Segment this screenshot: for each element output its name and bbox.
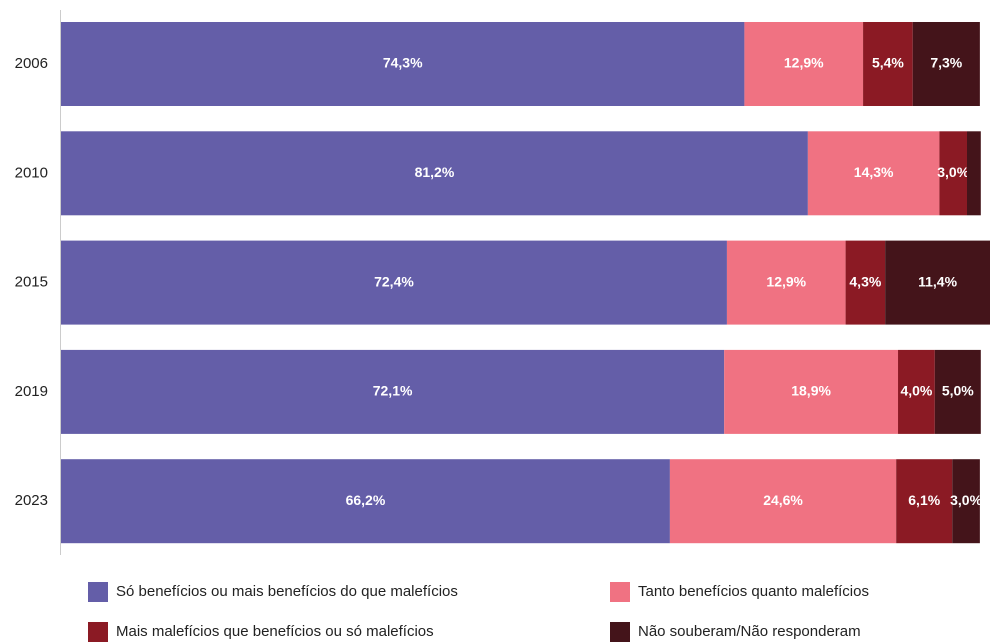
legend-label: Mais malefícios que benefícios ou só mal… xyxy=(116,623,434,640)
bar-segment xyxy=(845,240,886,325)
bar-segment xyxy=(898,349,935,434)
legend-swatch xyxy=(610,582,630,602)
value-label: 18,9% xyxy=(791,383,831,399)
value-label: 3,0% xyxy=(950,492,982,508)
y-tick-label: 2010 xyxy=(15,164,48,181)
value-label: 11,4% xyxy=(918,273,957,289)
legend-label: Tanto benefícios quanto malefícios xyxy=(638,583,869,600)
bar-segment xyxy=(863,22,913,106)
value-label: 6,1% xyxy=(908,492,940,508)
bar-segment xyxy=(934,349,981,434)
value-label: 12,9% xyxy=(766,273,806,289)
bar-segment xyxy=(61,22,745,106)
value-label: 81,2% xyxy=(415,164,455,180)
legend-swatch xyxy=(88,582,108,602)
bar-segment xyxy=(885,240,990,325)
bar-segment xyxy=(896,459,953,544)
bar-segment xyxy=(61,349,725,434)
y-tick-label: 2023 xyxy=(15,492,48,509)
value-label: 24,6% xyxy=(763,492,803,508)
legend-label: Não souberam/Não responderam xyxy=(638,623,861,640)
bar-segment xyxy=(807,131,940,216)
bar-segment xyxy=(61,240,727,325)
bar-segment xyxy=(669,459,897,544)
bar-segment xyxy=(61,459,670,544)
value-label: 4,3% xyxy=(849,273,881,289)
value-label: 5,4% xyxy=(872,55,904,71)
value-label: 72,1% xyxy=(373,383,413,399)
value-label: 5,0% xyxy=(942,383,974,399)
value-label: 66,2% xyxy=(346,492,386,508)
bar-segment xyxy=(967,131,981,216)
legend-swatch xyxy=(610,622,630,642)
value-label: 14,3% xyxy=(854,164,894,180)
bar-segment xyxy=(61,131,808,216)
value-label: 74,3% xyxy=(383,55,423,71)
bar-segment xyxy=(724,349,899,434)
bar-segment xyxy=(952,459,980,544)
value-label: 4,0% xyxy=(900,383,932,399)
legend-swatch xyxy=(88,622,108,642)
bar-segment xyxy=(744,22,864,106)
bar-segment xyxy=(912,22,980,106)
value-label: 7,3% xyxy=(930,55,962,71)
bar-segment xyxy=(726,240,846,325)
y-tick-label: 2015 xyxy=(15,274,48,291)
value-label: 3,0% xyxy=(937,164,969,180)
y-tick-label: 2019 xyxy=(15,383,48,400)
bar-segment xyxy=(939,131,968,216)
value-label: 12,9% xyxy=(784,55,824,71)
legend-label: Só benefícios ou mais benefícios do que … xyxy=(116,583,458,600)
value-label: 72,4% xyxy=(374,273,414,289)
y-tick-label: 2006 xyxy=(15,55,48,72)
